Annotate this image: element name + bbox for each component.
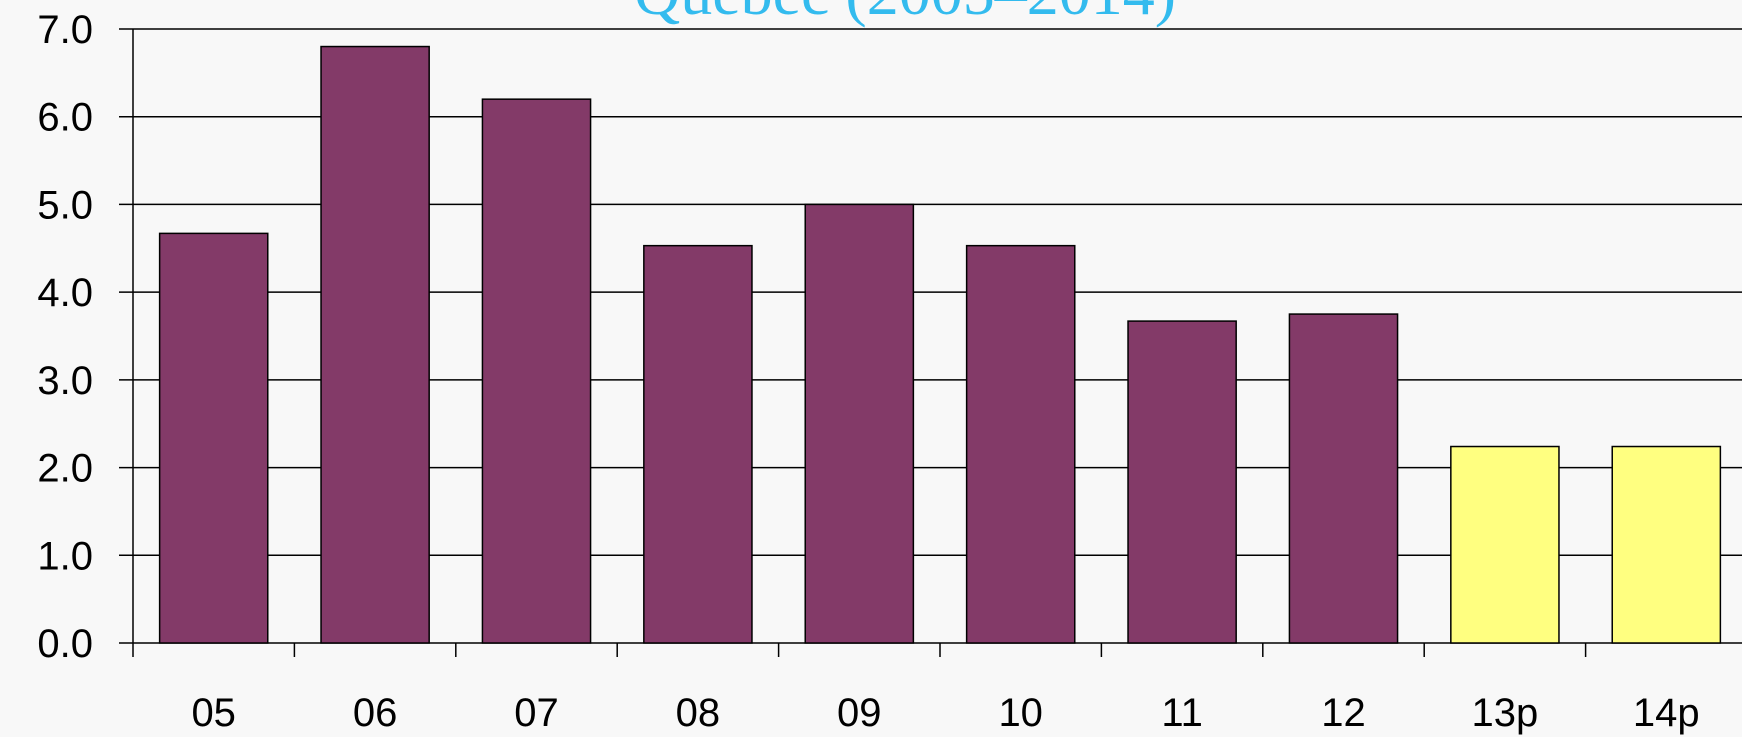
y-tick-label: 0.0 — [37, 622, 93, 666]
bar — [158, 232, 269, 644]
x-tick-label: 09 — [837, 691, 882, 735]
x-tick-label: 05 — [191, 691, 236, 735]
bar — [1288, 313, 1399, 644]
y-tick-label: 1.0 — [37, 534, 93, 578]
bar — [965, 244, 1076, 644]
bar — [481, 98, 592, 644]
bar — [1127, 320, 1237, 644]
x-tick-label: 12 — [1321, 691, 1366, 735]
x-tick-label: 13p — [1472, 691, 1539, 735]
x-tick-label: 10 — [998, 691, 1043, 735]
bar — [1450, 445, 1560, 644]
y-tick-label: 2.0 — [37, 447, 93, 491]
chart-title: Quebec (2005–2014) — [634, 0, 1176, 28]
y-tick-label: 5.0 — [37, 183, 93, 227]
bar — [1611, 445, 1722, 644]
x-tick-label: 08 — [676, 691, 721, 735]
bar — [804, 203, 915, 644]
y-tick-label: 7.0 — [37, 8, 93, 52]
x-tick-label: 11 — [1161, 691, 1203, 735]
x-tick-label: 14p — [1633, 691, 1700, 735]
bar — [643, 244, 753, 644]
y-tick-label: 3.0 — [37, 359, 93, 403]
x-tick-label: 07 — [514, 691, 559, 735]
x-tick-label: 06 — [353, 691, 398, 735]
y-tick-label: 4.0 — [37, 271, 93, 315]
bar — [320, 45, 430, 644]
y-tick-label: 6.0 — [37, 96, 93, 140]
